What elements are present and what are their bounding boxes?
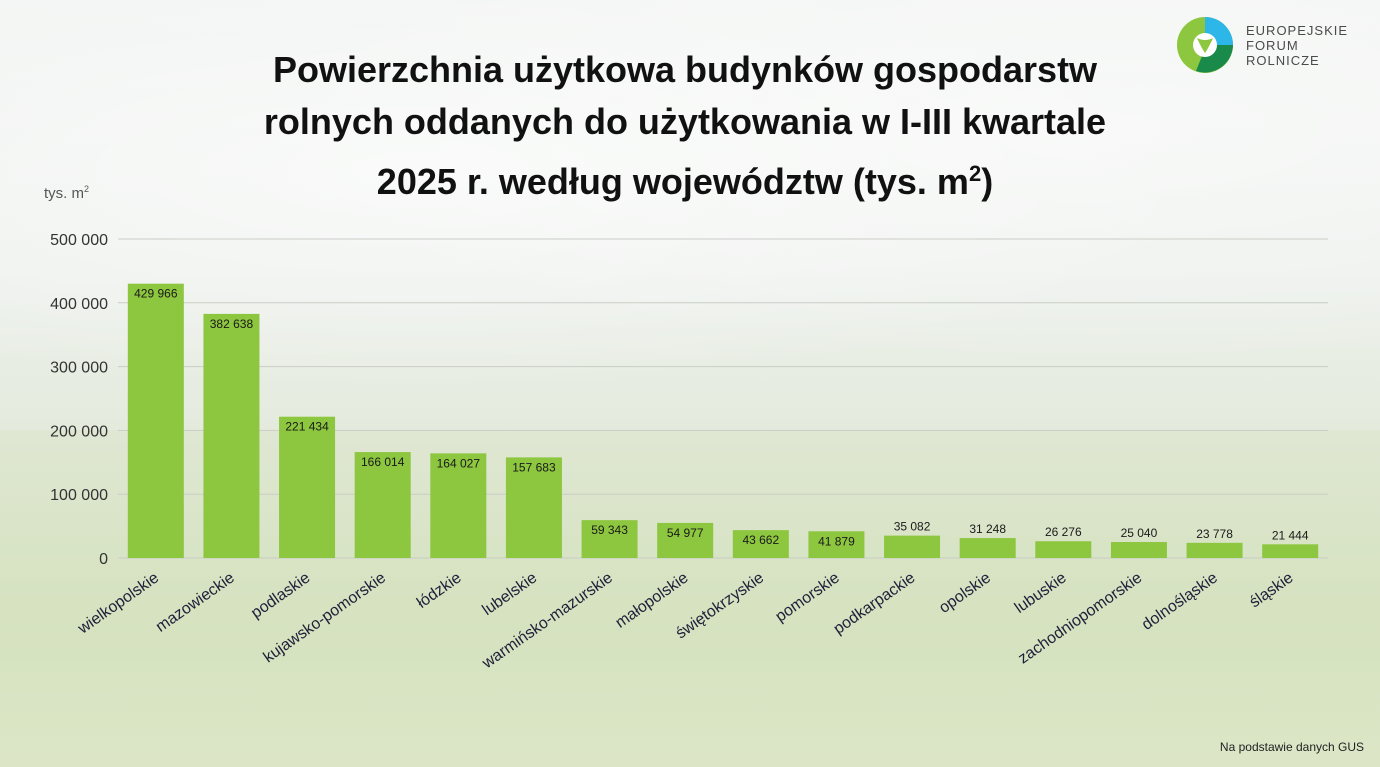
x-tick-label: podkarpackie: [831, 569, 919, 638]
y-tick-label: 0: [99, 551, 108, 568]
x-tick-label: kujawsko-pomorskie: [261, 569, 390, 666]
logo-text: EUROPEJSKIE FORUM ROLNICZE: [1246, 23, 1348, 68]
y-tick-label: 100 000: [50, 487, 108, 504]
x-tick-label: lubuskie: [1012, 569, 1070, 617]
title-superscript: 2: [968, 161, 982, 186]
data-label: 164 027: [437, 456, 481, 470]
title-line-1: Powierzchnia użytkowa budynków gospodars…: [272, 49, 1098, 90]
data-label: 59 343: [591, 523, 628, 537]
y-tick-label: 400 000: [50, 296, 108, 313]
data-label: 25 040: [1121, 526, 1158, 540]
x-tick-label: pomorskie: [773, 569, 843, 625]
title-line-3-end: ): [981, 161, 994, 202]
bar: [732, 530, 789, 558]
y-unit-superscript: 2: [84, 184, 90, 194]
data-label: 43 662: [742, 533, 779, 547]
chart-title: Powierzchnia użytkowa budynków gospodars…: [150, 44, 1220, 208]
x-tick-label: łódzkie: [414, 569, 465, 612]
bar: [127, 283, 184, 558]
bar: [279, 416, 336, 558]
data-label: 23 778: [1196, 527, 1233, 541]
bar: [1110, 542, 1167, 558]
data-label: 221 434: [285, 420, 329, 434]
bar: [808, 531, 865, 558]
logo: EUROPEJSKIE FORUM ROLNICZE: [1176, 16, 1348, 74]
y-unit-text: tys. m: [44, 185, 84, 202]
bar: [430, 453, 487, 558]
bar: [203, 313, 260, 558]
x-tick-label: mazowieckie: [153, 569, 238, 636]
bar: [657, 522, 714, 558]
x-tick-label: małopolskie: [613, 569, 692, 631]
data-label: 382 638: [210, 317, 254, 331]
bar: [884, 535, 941, 558]
source-note: Na podstawie danych GUS: [1219, 740, 1364, 754]
x-tick-label: podlaskie: [248, 569, 313, 622]
data-label: 41 879: [818, 534, 855, 548]
data-label: 35 082: [894, 520, 931, 534]
y-axis-unit-label: tys. m2: [44, 184, 89, 202]
data-label: 21 444: [1272, 528, 1309, 542]
data-label: 166 014: [361, 455, 405, 469]
y-tick-label: 300 000: [50, 360, 108, 377]
x-tick-label: zachodniopomorskie: [1015, 569, 1145, 667]
logo-line-2: FORUM: [1246, 37, 1299, 53]
x-tick-label: śląskie: [1247, 569, 1297, 611]
bar: [1262, 544, 1319, 558]
x-tick-label: wielkopolskie: [74, 569, 162, 638]
title-line-3-text: 2025 r. według województw (tys. m: [376, 161, 969, 202]
x-tick-label: opolskie: [936, 569, 994, 617]
data-label: 157 683: [512, 460, 556, 474]
logo-line-3: ROLNICZE: [1246, 52, 1320, 68]
title-line-2: rolnych oddanych do użytkowania w I-III …: [263, 101, 1107, 142]
x-tick-label: warmińsko-mazurskie: [479, 569, 616, 672]
bar: [1186, 542, 1243, 558]
logo-line-1: EUROPEJSKIE: [1246, 22, 1349, 38]
y-tick-label: 200 000: [50, 423, 108, 440]
data-label: 54 977: [667, 526, 704, 540]
bar: [505, 457, 562, 558]
x-tick-label: dolnośląskie: [1139, 569, 1221, 633]
bar: [581, 520, 638, 558]
data-label: 429 966: [134, 287, 178, 301]
bar: [1035, 541, 1092, 558]
logo-icon: [1177, 17, 1233, 73]
bar: [354, 452, 411, 558]
data-label: 26 276: [1045, 525, 1082, 539]
x-tick-label: lubelskie: [479, 569, 540, 619]
data-label: 31 248: [969, 522, 1006, 536]
y-tick-label: 500 000: [50, 232, 108, 249]
bar: [959, 538, 1016, 558]
title-line-3: 2025 r. według województw (tys. m2): [150, 148, 1220, 208]
